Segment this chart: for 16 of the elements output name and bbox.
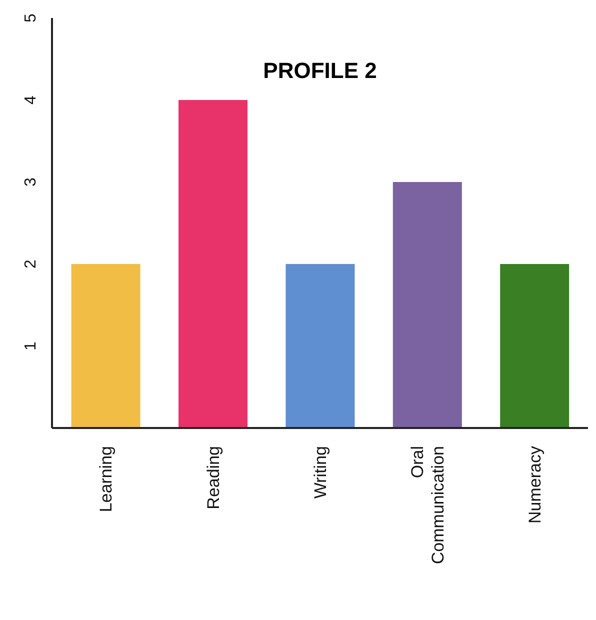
text: PROFILE 2 <box>262 58 378 84</box>
y-tick-label: 1 <box>22 341 40 350</box>
bar <box>286 264 355 428</box>
y-tick-label: 2 <box>22 259 40 268</box>
y-tick-label: 4 <box>22 95 40 104</box>
y-tick-label: 5 <box>22 13 40 22</box>
bar <box>392 182 462 428</box>
x-tick-label: Oral Communication <box>408 446 448 564</box>
x-tick-label: Writing <box>310 446 330 499</box>
y-tick-label: 3 <box>22 177 40 186</box>
bar <box>178 100 248 428</box>
bar <box>500 264 570 428</box>
x-tick-label: Numeracy <box>525 446 544 524</box>
x-tick-label: Reading <box>204 446 223 510</box>
bar <box>71 264 140 428</box>
x-tick-label: Learning <box>96 446 116 512</box>
